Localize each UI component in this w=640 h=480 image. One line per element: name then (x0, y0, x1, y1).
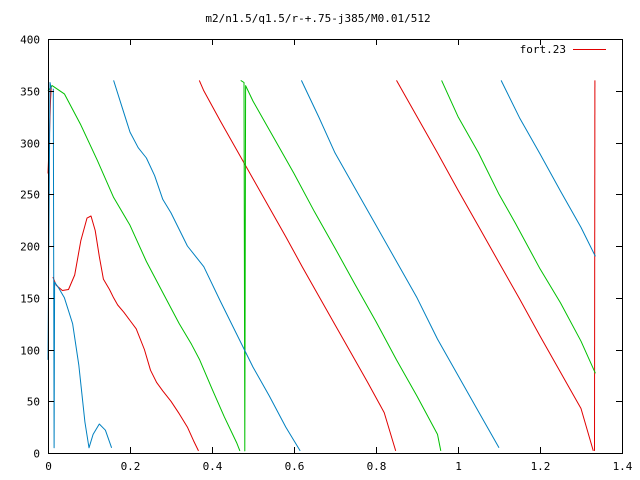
series-line (300, 80, 500, 449)
y-tick-label: 400 (20, 34, 40, 47)
x-tick-label: 1.2 (531, 460, 551, 473)
legend-label: fort.23 (520, 43, 566, 56)
x-tick-label: 0.8 (367, 460, 387, 473)
y-tick-label: 0 (33, 448, 40, 461)
x-tick-label: 0.6 (285, 460, 305, 473)
y-tick-label: 250 (20, 189, 40, 202)
series-line (441, 80, 596, 374)
series-line (500, 80, 596, 257)
plot-frame (48, 39, 623, 454)
series-line (240, 79, 442, 452)
y-tick-label: 350 (20, 86, 40, 99)
y-tick-label: 300 (20, 138, 40, 151)
x-axis: 0 0.2 0.4 0.6 0.8 1 1.2 1.4 (45, 39, 633, 473)
y-tick-label: 50 (27, 396, 40, 409)
x-tick-label: 1.4 (613, 460, 633, 473)
series-line (47, 85, 241, 452)
y-tick-label: 200 (20, 241, 40, 254)
series-line (52, 215, 199, 452)
x-tick-label: 1 (455, 460, 462, 473)
x-tick-label: 0.2 (121, 460, 141, 473)
y-axis: 0 50 100 150 200 250 300 350 400 (20, 34, 622, 461)
y-tick-label: 150 (20, 293, 40, 306)
series-1 (47, 79, 596, 452)
legend: fort.23 (520, 43, 606, 56)
chart-title: m2/n1.5/q1.5/r-+.75-j385/M0.01/512 (205, 12, 430, 25)
series-line (52, 88, 113, 449)
series-line (396, 80, 594, 452)
series-0 (47, 80, 596, 452)
series-line (113, 80, 301, 452)
series-2 (47, 80, 596, 452)
x-tick-label: 0.4 (203, 460, 223, 473)
series-layer (47, 79, 596, 452)
series-line (198, 80, 397, 452)
y-tick-label: 100 (20, 345, 40, 358)
x-tick-label: 0 (45, 460, 52, 473)
